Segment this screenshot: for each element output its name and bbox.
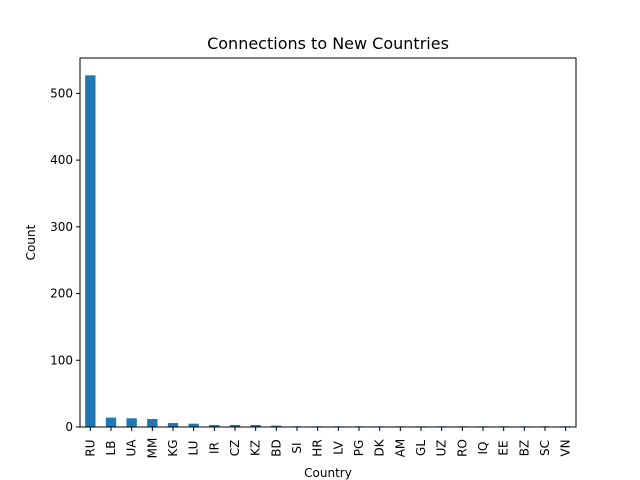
x-axis-label: Country — [304, 466, 352, 480]
x-tick-label: AM — [393, 439, 407, 458]
x-tick-label: MM — [145, 438, 159, 459]
y-tick-label: 0 — [65, 420, 73, 434]
x-tick-label: GL — [414, 440, 428, 456]
x-tick-label: PG — [352, 440, 366, 457]
bar-ua — [126, 418, 137, 427]
bar-mm — [147, 418, 158, 427]
bar-ir — [209, 424, 220, 427]
bar-ru — [85, 75, 96, 428]
x-tick-label: SC — [538, 440, 552, 456]
bar-bd — [271, 425, 282, 427]
bar-lu — [188, 423, 199, 427]
y-axis-ticks: 0 100 200 300 400 500 — [50, 86, 80, 434]
y-axis-label: Count — [24, 224, 38, 260]
x-tick-label: RU — [83, 439, 97, 456]
bar-kz — [250, 424, 261, 427]
x-tick-label: LB — [104, 441, 118, 456]
x-tick-label: EE — [497, 440, 511, 455]
x-tick-label: KG — [166, 439, 180, 456]
y-tick-label: 500 — [50, 86, 73, 100]
x-tick-label: UA — [125, 439, 139, 457]
plot-frame — [79, 57, 577, 428]
bar-kg — [167, 422, 179, 427]
y-tick-label: 200 — [50, 287, 73, 301]
chart-title: Connections to New Countries — [207, 34, 449, 53]
x-tick-label: IR — [207, 442, 221, 454]
x-tick-label: LV — [331, 440, 345, 454]
x-tick-label: SI — [290, 442, 304, 453]
x-tick-label: KZ — [249, 440, 263, 456]
x-tick-label: CZ — [228, 440, 242, 457]
x-tick-label: BD — [269, 439, 283, 456]
bar-cz — [229, 424, 241, 427]
x-tick-label: BZ — [517, 440, 531, 456]
x-tick-label: IQ — [476, 442, 490, 455]
x-tick-label: UZ — [435, 440, 449, 457]
x-tick-label: VN — [559, 439, 573, 456]
y-tick-label: 400 — [50, 153, 73, 167]
x-tick-label: HR — [311, 439, 325, 456]
x-tick-label: DK — [373, 438, 387, 456]
x-tick-label: LU — [187, 441, 201, 456]
x-axis-ticks: RU LB UA MM KG LU IR CZ KZ BD SI HR LV PG DK AM GL UZ RO IQ… — [83, 427, 573, 459]
bars-group — [85, 75, 571, 428]
x-tick-label: RO — [455, 439, 469, 457]
bar-lb — [105, 417, 117, 427]
y-tick-label: 100 — [50, 353, 73, 367]
y-tick-label: 300 — [50, 220, 73, 234]
